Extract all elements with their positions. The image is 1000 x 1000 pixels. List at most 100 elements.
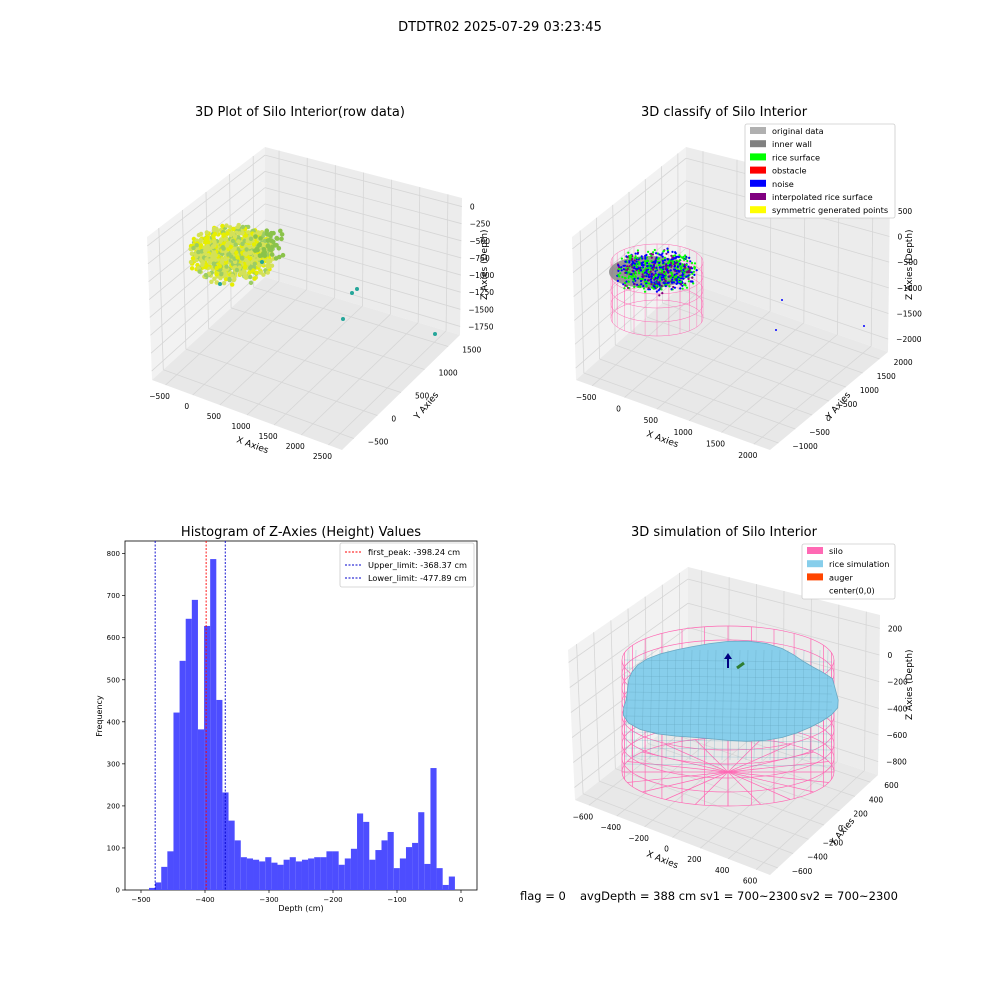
classify-point <box>687 274 690 277</box>
classify-point <box>644 256 647 259</box>
classify-point <box>674 266 678 269</box>
classify-point <box>685 263 688 267</box>
raw-point <box>206 240 211 245</box>
rice-mesh-line <box>633 649 637 761</box>
classify-point <box>685 271 689 274</box>
rice-mesh-line <box>623 715 833 719</box>
sim-ytick: −600 <box>792 867 813 876</box>
classify-point <box>636 252 639 255</box>
raw-point <box>188 259 194 265</box>
raw-ytick: 1000 <box>439 369 458 378</box>
raw-point <box>240 241 245 247</box>
raw-point <box>224 223 229 228</box>
classify-point <box>640 262 643 265</box>
classify-point <box>634 255 637 258</box>
sim-ztick: −200 <box>887 678 908 687</box>
rice-mesh-line <box>689 649 693 761</box>
classify-point <box>637 263 640 266</box>
raw-point <box>198 242 204 248</box>
raw-point <box>196 232 202 238</box>
hist-bar <box>308 858 315 890</box>
raw-point <box>264 228 270 233</box>
classify-point <box>646 259 649 262</box>
classify-legend-label: symmetric generated points <box>772 205 888 215</box>
raw-point <box>223 277 229 282</box>
classify-point <box>622 264 625 267</box>
classify-point <box>642 287 646 290</box>
classify-point <box>661 278 664 281</box>
sim-zlabel: Z Axies (Depth) <box>905 649 915 720</box>
classify-point <box>690 266 693 269</box>
raw-point <box>257 242 262 248</box>
classify-point <box>650 256 653 259</box>
classify-point <box>671 256 674 259</box>
classify-point <box>665 252 668 255</box>
raw-point <box>231 226 236 232</box>
classify-point <box>647 279 651 282</box>
hist-xtick: −200 <box>323 896 342 904</box>
rice-mesh-line <box>745 649 749 761</box>
raw-xtick: 500 <box>207 412 222 421</box>
classify-point <box>649 268 653 271</box>
classify-point <box>677 255 681 259</box>
raw-point <box>252 276 257 281</box>
classify-point <box>617 267 620 271</box>
classify-point <box>623 276 627 280</box>
sim-xtick: 200 <box>687 855 702 864</box>
raw-point <box>280 252 286 258</box>
sim-xtick: 0 <box>664 845 669 854</box>
hist-bar <box>222 792 229 890</box>
classify-point <box>652 251 655 254</box>
hist-bar <box>179 660 186 890</box>
raw-point <box>214 226 219 232</box>
raw-point <box>221 246 226 251</box>
raw-point <box>279 236 284 242</box>
hist-bar <box>369 859 376 890</box>
classify-point <box>676 263 679 266</box>
classify-legend-label: rice surface <box>772 152 820 162</box>
rice-mesh-line <box>623 739 833 743</box>
raw-point <box>199 249 205 254</box>
raw-point <box>250 268 256 273</box>
raw-point <box>251 256 256 262</box>
classify-ytick: −500 <box>809 428 830 437</box>
raw-point <box>265 270 270 275</box>
silo-floor-spoke <box>727 744 791 773</box>
classify-point <box>639 277 642 281</box>
classify-point <box>655 284 658 287</box>
raw-point <box>209 279 214 284</box>
raw-point <box>269 252 275 257</box>
raw-point <box>230 273 235 278</box>
raw-ztick: −1750 <box>468 322 494 331</box>
hist-bar <box>393 868 400 890</box>
raw-point <box>230 231 236 236</box>
auger-marker <box>736 661 745 670</box>
raw-point <box>258 236 263 241</box>
classify-point <box>645 269 648 272</box>
hist-bar <box>387 831 394 890</box>
raw-point <box>247 270 252 275</box>
raw-xtick: 2000 <box>286 442 305 451</box>
classify-point <box>662 249 666 253</box>
classify-point <box>675 272 678 275</box>
rice-mesh-line <box>681 649 685 761</box>
raw-point <box>221 234 226 239</box>
classify-point <box>681 284 684 287</box>
classify-point <box>635 265 639 269</box>
classify-ytick: 1000 <box>860 386 879 395</box>
hist-bar <box>412 842 419 890</box>
raw-point <box>230 282 235 287</box>
rice-mesh-line <box>623 707 833 711</box>
raw-point <box>232 277 237 282</box>
sim-legend-label: rice simulation <box>829 559 889 569</box>
classify-point <box>670 288 673 291</box>
classify-point <box>674 261 678 264</box>
raw-point <box>206 253 211 258</box>
raw-point <box>194 243 199 248</box>
raw-outlier-point <box>260 260 264 264</box>
hist-bar <box>234 840 241 890</box>
rice-mesh-line <box>737 649 741 761</box>
classify-ztick: −500 <box>897 258 918 267</box>
raw-point <box>248 265 253 270</box>
raw-point <box>256 230 261 235</box>
